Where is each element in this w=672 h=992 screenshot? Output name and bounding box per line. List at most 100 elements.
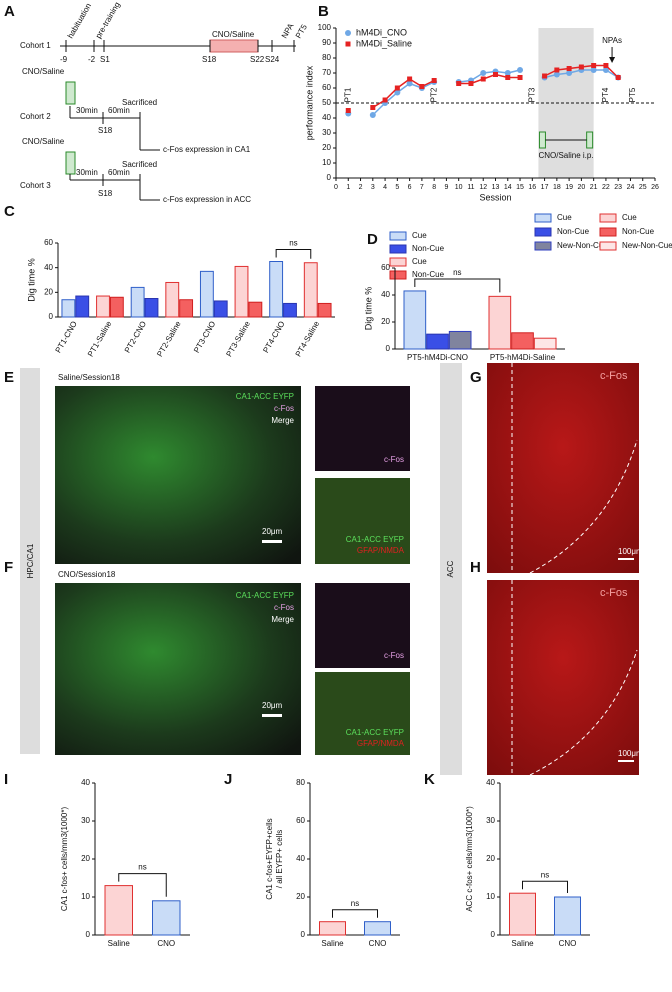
y-tick-label: 0 <box>86 930 91 939</box>
y-tick-label: 40 <box>296 854 305 863</box>
legend-label: Cue <box>557 213 572 222</box>
x-tick-label: 13 <box>492 184 500 191</box>
inset-label: c-Fos <box>384 651 404 660</box>
point <box>554 67 560 73</box>
panel-letter: D <box>367 231 378 248</box>
bar <box>554 896 581 936</box>
point <box>419 84 425 89</box>
point <box>468 81 474 86</box>
y-tick-label: 0 <box>327 173 332 182</box>
shade-label: CNO/Saline i.p. <box>538 151 593 160</box>
bar <box>319 921 346 936</box>
significance-bracket <box>118 873 167 897</box>
timeline-tick: S24 <box>265 55 280 64</box>
y-tick-label: 80 <box>322 53 331 62</box>
interval-label: 30min <box>76 168 98 177</box>
y-axis-label: ACC c-fos+ cells/mm3(1000*) <box>465 806 474 912</box>
legend-swatch <box>389 244 407 254</box>
x-tick-label: Saline <box>108 939 131 948</box>
x-tick-label: 26 <box>651 184 659 191</box>
point <box>345 108 351 113</box>
y-tick-label: 20 <box>322 143 331 152</box>
x-tick-label: CNO <box>559 939 577 948</box>
inset-label: c-Fos <box>384 455 404 464</box>
channel-label: CA1-ACC EYFP <box>236 392 294 401</box>
x-tick-label: 21 <box>590 184 598 191</box>
x-tick-label: PT5-hM4Di-Saline <box>490 353 556 362</box>
legend-label: Non-Cue <box>412 270 445 279</box>
point <box>370 105 376 110</box>
image-E <box>55 386 301 564</box>
bar <box>109 296 124 318</box>
x-tick-label: PT3-Saline <box>224 319 252 358</box>
bar <box>511 332 534 350</box>
point <box>394 89 401 96</box>
panel-letter: H <box>470 559 481 576</box>
bar <box>152 900 181 936</box>
inset-label: CA1-ACC EYFP <box>346 535 404 544</box>
legend-swatch <box>534 227 552 237</box>
drug-label: CNO/Saline <box>22 137 65 146</box>
y-tick-label: 100 <box>318 23 332 32</box>
cohort-diagram: Cohort 1 -9 -2 S1 S18 S22 S24 habituatio… <box>20 1 309 205</box>
panel-letter: F <box>4 559 13 576</box>
point <box>603 63 609 68</box>
bar <box>144 298 159 318</box>
point <box>615 75 621 80</box>
x-tick-label: 12 <box>479 184 487 191</box>
significance-bracket <box>275 249 312 259</box>
legend-swatch <box>389 270 407 280</box>
bar <box>75 295 90 318</box>
x-tick-label: PT4-CNO <box>261 320 286 355</box>
stain-label: c-Fos <box>600 370 628 382</box>
end-label: Sacrificed <box>122 160 157 169</box>
x-tick-label: Saline <box>511 939 534 948</box>
point <box>542 73 548 79</box>
significance-bracket <box>332 909 378 918</box>
syringe <box>538 131 546 149</box>
legend-marker <box>345 30 351 36</box>
pt-label: PT3 <box>527 87 536 102</box>
panel-letter: K <box>424 771 435 788</box>
x-tick-label: 9 <box>444 184 448 191</box>
x-tick-label: 10 <box>455 184 463 191</box>
region-bar <box>440 363 462 775</box>
syringe <box>586 131 594 149</box>
inset-label: GFAP/NMDA <box>357 546 405 555</box>
drug-window <box>209 39 259 53</box>
inset-merge <box>315 478 410 564</box>
legend-label: New-Non-Cue <box>557 241 608 250</box>
inset-cfos <box>315 583 410 668</box>
channel-label: CA1-ACC EYFP <box>236 591 294 600</box>
pt-label: PT1 <box>343 87 352 102</box>
x-tick-label: 8 <box>432 184 436 191</box>
y-tick-label: 0 <box>386 344 391 353</box>
significance-label: ns <box>138 863 146 872</box>
x-tick-label: 1 <box>346 184 350 191</box>
x-tick-label: 6 <box>408 184 412 191</box>
bar <box>283 302 297 318</box>
y-tick-label: 20 <box>296 892 305 901</box>
y-tick-label: 20 <box>381 317 390 326</box>
x-tick-label: 24 <box>627 184 635 191</box>
point <box>591 63 597 68</box>
region-label: HPC/CA1 <box>26 543 35 578</box>
scale-label: 100μm <box>618 749 643 758</box>
y-tick-label: 80 <box>296 778 305 787</box>
condition-label: Saline/Session18 <box>58 373 120 382</box>
bar <box>317 302 332 318</box>
point <box>517 67 524 73</box>
x-tick-label: 23 <box>614 184 622 191</box>
y-tick-label: 60 <box>381 263 390 272</box>
bar <box>426 333 449 350</box>
y-tick-label: 20 <box>81 854 90 863</box>
bar <box>488 295 512 350</box>
point <box>493 72 498 77</box>
legend-swatch <box>599 241 617 251</box>
x-tick-label: 25 <box>639 184 647 191</box>
x-tick-label: 3 <box>371 184 375 191</box>
timeline-tick: S18 <box>202 55 217 64</box>
legend-label: hM4Di_Saline <box>356 38 412 48</box>
point <box>431 78 437 83</box>
